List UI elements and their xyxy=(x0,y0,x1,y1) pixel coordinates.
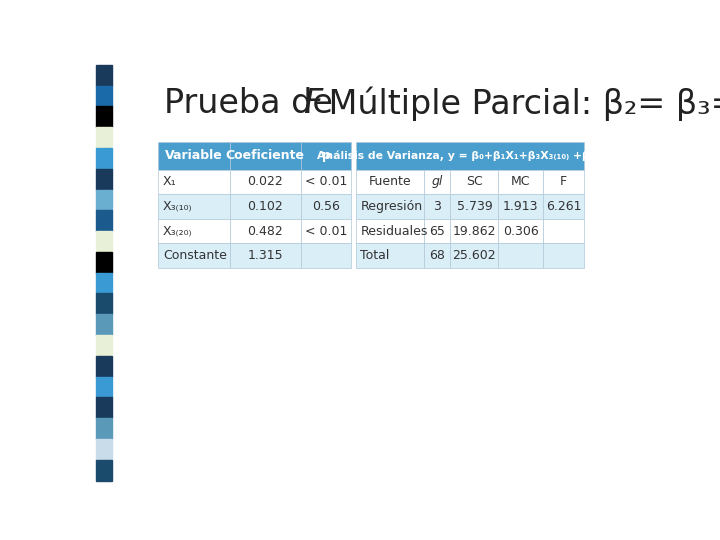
Text: p: p xyxy=(322,149,330,162)
Bar xyxy=(96,377,112,397)
Bar xyxy=(158,194,230,219)
Bar xyxy=(498,170,544,194)
Text: 6.261: 6.261 xyxy=(546,200,581,213)
Text: Constante: Constante xyxy=(163,249,227,262)
Bar xyxy=(451,244,498,268)
Text: 68: 68 xyxy=(429,249,445,262)
Bar xyxy=(96,168,112,190)
Text: F: F xyxy=(302,87,322,120)
Bar xyxy=(230,170,301,194)
Bar xyxy=(301,170,351,194)
Bar xyxy=(356,142,584,170)
Bar xyxy=(544,194,584,219)
Text: 65: 65 xyxy=(429,225,445,238)
Text: < 0.01: < 0.01 xyxy=(305,225,347,238)
Text: Total: Total xyxy=(361,249,390,262)
Bar xyxy=(96,210,112,231)
Bar xyxy=(96,252,112,273)
Text: 0.306: 0.306 xyxy=(503,225,539,238)
Bar xyxy=(424,219,451,244)
Bar xyxy=(424,170,451,194)
Text: Fuente: Fuente xyxy=(369,176,411,188)
Bar xyxy=(230,194,301,219)
Text: Coeficiente: Coeficiente xyxy=(225,149,305,162)
Bar xyxy=(451,219,498,244)
Bar xyxy=(356,170,424,194)
Bar xyxy=(96,273,112,294)
Bar xyxy=(230,219,301,244)
Bar xyxy=(96,397,112,418)
Text: X₃₍₁₀₎: X₃₍₁₀₎ xyxy=(163,200,192,213)
Bar xyxy=(158,142,230,170)
Bar xyxy=(158,244,230,268)
Bar xyxy=(301,194,351,219)
Bar xyxy=(96,85,112,106)
Bar xyxy=(96,418,112,439)
Bar xyxy=(424,244,451,268)
Bar xyxy=(301,244,351,268)
Text: gl: gl xyxy=(431,176,443,188)
Bar xyxy=(96,314,112,335)
Bar xyxy=(356,194,424,219)
Bar xyxy=(96,356,112,377)
Text: 1.913: 1.913 xyxy=(503,200,539,213)
Bar xyxy=(96,294,112,314)
Bar xyxy=(230,142,301,170)
Bar xyxy=(96,106,112,127)
Text: X₃₍₂₀₎: X₃₍₂₀₎ xyxy=(163,225,192,238)
Text: 0.022: 0.022 xyxy=(247,176,283,188)
Bar xyxy=(356,244,424,268)
Text: Residuales: Residuales xyxy=(361,225,428,238)
Bar xyxy=(158,219,230,244)
Bar xyxy=(158,170,230,194)
Bar xyxy=(96,460,112,481)
Text: 25.602: 25.602 xyxy=(453,249,496,262)
Bar xyxy=(301,219,351,244)
Text: 0.56: 0.56 xyxy=(312,200,340,213)
Text: 1.315: 1.315 xyxy=(248,249,283,262)
Bar xyxy=(230,244,301,268)
Text: 3: 3 xyxy=(433,200,441,213)
Bar xyxy=(544,170,584,194)
Bar xyxy=(544,244,584,268)
Text: F: F xyxy=(560,176,567,188)
Bar xyxy=(451,170,498,194)
Bar xyxy=(96,231,112,252)
Text: Múltiple Parcial: β₂= β₃= 0.: Múltiple Parcial: β₂= β₃= 0. xyxy=(318,86,720,120)
Text: MC: MC xyxy=(511,176,531,188)
Text: < 0.01: < 0.01 xyxy=(305,176,347,188)
Text: X₁: X₁ xyxy=(163,176,176,188)
Bar xyxy=(544,219,584,244)
Bar xyxy=(96,335,112,356)
Bar xyxy=(356,219,424,244)
Bar xyxy=(498,219,544,244)
Text: Variable: Variable xyxy=(165,149,222,162)
Bar xyxy=(96,439,112,460)
Text: Análisis de Varianza, y = β₀+β₁X₁+β₃X₃₍₁₀₎ +β₄X₃₍₂₀₎: Análisis de Varianza, y = β₀+β₁X₁+β₃X₃₍₁… xyxy=(317,151,623,161)
Text: 5.739: 5.739 xyxy=(456,200,492,213)
Bar xyxy=(498,194,544,219)
Text: 19.862: 19.862 xyxy=(453,225,496,238)
Bar xyxy=(451,194,498,219)
Text: Regresión: Regresión xyxy=(361,200,423,213)
Bar xyxy=(96,148,112,168)
Bar xyxy=(96,65,112,85)
Bar xyxy=(96,190,112,211)
Text: SC: SC xyxy=(466,176,483,188)
Bar xyxy=(301,142,351,170)
Text: Prueba de: Prueba de xyxy=(163,87,343,120)
Text: 0.482: 0.482 xyxy=(247,225,283,238)
Bar xyxy=(424,194,451,219)
Text: 0.102: 0.102 xyxy=(247,200,283,213)
Bar xyxy=(96,127,112,148)
Bar xyxy=(498,244,544,268)
